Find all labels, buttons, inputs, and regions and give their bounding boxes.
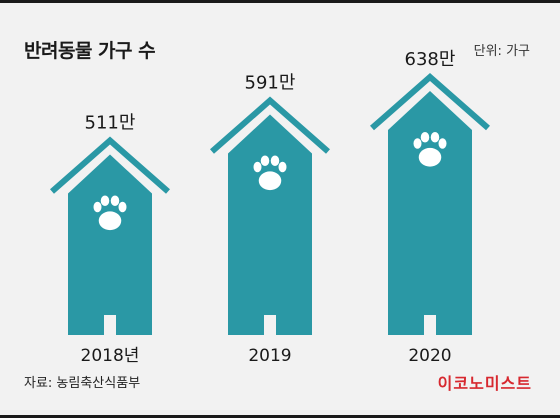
paw-icon	[413, 132, 447, 167]
category-label: 2018년	[81, 346, 140, 366]
category-label: 2020	[408, 346, 451, 366]
roof-outline	[210, 96, 330, 154]
bar	[50, 136, 170, 335]
house-icon	[68, 154, 152, 335]
door	[424, 315, 436, 335]
data-label: 591만	[245, 73, 296, 94]
category-label: 2019	[248, 346, 291, 366]
bar	[210, 96, 330, 335]
unit-label: 단위: 가구	[473, 44, 530, 59]
data-label: 638만	[405, 49, 456, 70]
door	[104, 315, 116, 335]
source-label: 자료: 농림축산식품부	[24, 376, 141, 391]
paw-icon	[93, 195, 127, 231]
door	[264, 315, 276, 335]
chart-title: 반려동물 가구 수	[24, 40, 156, 62]
bar	[370, 73, 490, 335]
paw-icon	[253, 155, 287, 191]
roof-outline	[370, 73, 490, 131]
data-label: 511만	[85, 113, 136, 134]
house-icon	[228, 114, 312, 335]
house-icon	[388, 91, 472, 335]
roof-outline	[50, 136, 170, 194]
brand-logo: 이코노미스트	[437, 374, 532, 393]
